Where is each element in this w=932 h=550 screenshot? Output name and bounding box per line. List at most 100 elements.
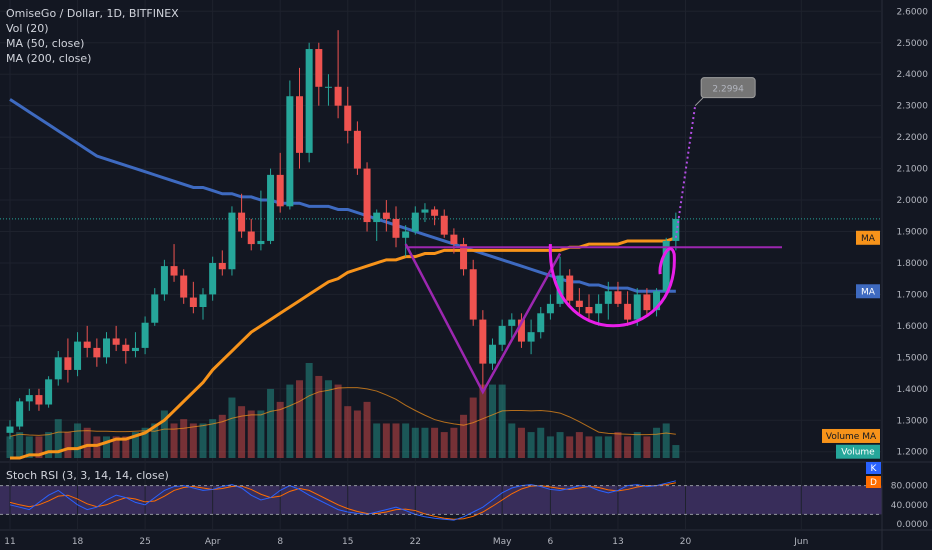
candle-body [276,174,284,207]
candle-body [122,344,130,352]
candle-body [469,269,477,320]
volume-bar [556,432,564,458]
volume-bar [324,380,332,458]
volume-bar [624,436,632,458]
candle-body [180,275,188,298]
candle-body [6,426,14,433]
volume-bar [604,436,612,458]
volume-bar [489,384,496,458]
candle-body [382,212,390,219]
candle-body [64,357,72,370]
date-tick-label: Jun [793,537,808,547]
volume-bar [93,436,101,458]
candle-body [498,325,506,345]
volume-bar [267,388,275,458]
volume-bar [537,427,545,458]
study-ma50-label: MA (50, close) [6,37,85,50]
candle-body [624,303,632,320]
volume-bar [160,410,168,458]
volume-bar [517,427,525,458]
candle-body [672,218,680,241]
date-tick-label: 11 [4,537,15,547]
candle-body [218,262,226,270]
volume-bar [238,406,246,458]
ma200-tag-box [856,284,880,299]
candle-body [228,212,236,270]
date-tick-label: May [493,537,512,547]
volume-bar [228,397,236,458]
ma200-line [9,98,676,293]
candle-body [402,231,410,238]
candle-body [305,49,313,153]
volume-bar [141,427,149,458]
volume-bar [74,423,82,458]
candle-body [54,357,62,380]
candle-body [209,262,217,295]
candle-body [643,294,651,311]
k-tag-label: K [871,464,878,474]
price-tick-label: 1.3000 [897,416,929,426]
volume-bar [199,423,207,458]
date-tick-label: 22 [410,537,421,547]
candle-body [267,174,275,241]
date-tick-label: Apr [205,537,221,547]
volume-bar [460,414,468,458]
date-tick-label: 18 [72,537,84,547]
candle-body [160,266,168,295]
candle-body [489,344,496,364]
price-tick-label: 2.1000 [897,165,929,175]
volume-bar [653,427,661,458]
candle-body [344,105,352,131]
price-tick-label: 2.6000 [897,7,929,17]
candle-body [450,234,458,245]
volume-bar [450,427,458,458]
d-tag-label: D [870,478,877,488]
volume-bar [498,384,506,458]
volume-bar [180,419,188,458]
price-tick-label: 2.4000 [897,70,929,80]
candle-body [247,231,255,245]
candle-body [16,401,24,427]
volume-ma-tag-label: Volume MA [826,432,877,442]
volume-bar [614,432,622,458]
candle-body [604,291,612,304]
candle-body [508,319,516,326]
ma50-tag-label: MA [861,234,876,244]
volume-bar [35,436,43,458]
volume-bar [257,410,265,458]
chart-legend: OmiseGo / Dollar, 1D, BITFINEX Vol (20) … [6,6,179,66]
volume-bar [25,436,33,458]
candle-body [189,297,197,307]
candle-body [74,341,82,370]
volume-bar [662,423,670,458]
date-tick-label: 25 [139,537,150,547]
candle-body [585,307,593,314]
volume-bar [64,432,72,458]
volume-tag-box [836,444,880,459]
candle-body [353,130,361,169]
candle-body [93,347,101,358]
price-tick-label: 1.4000 [897,385,929,395]
volume-bar [45,432,53,458]
candle-body [131,347,139,352]
volume-bar [296,380,303,458]
price-tick-label: 2.5000 [897,39,929,49]
price-tick-label: 2.2000 [897,133,929,143]
candle-body [411,212,419,232]
candle-body [527,332,535,342]
volume-bar [112,436,120,458]
rsi-tick-label: 0.0000 [897,520,929,530]
volume-bar [527,432,535,458]
volume-bar [546,436,554,458]
candle-body [440,215,448,235]
candle-body [199,294,207,307]
candle-body [421,209,429,213]
volume-bar [189,423,197,458]
volume-bar [334,384,342,458]
volume-bar [305,363,313,458]
candle-body [103,338,110,358]
date-tick-label: 20 [680,537,692,547]
volume-bar [575,432,583,458]
